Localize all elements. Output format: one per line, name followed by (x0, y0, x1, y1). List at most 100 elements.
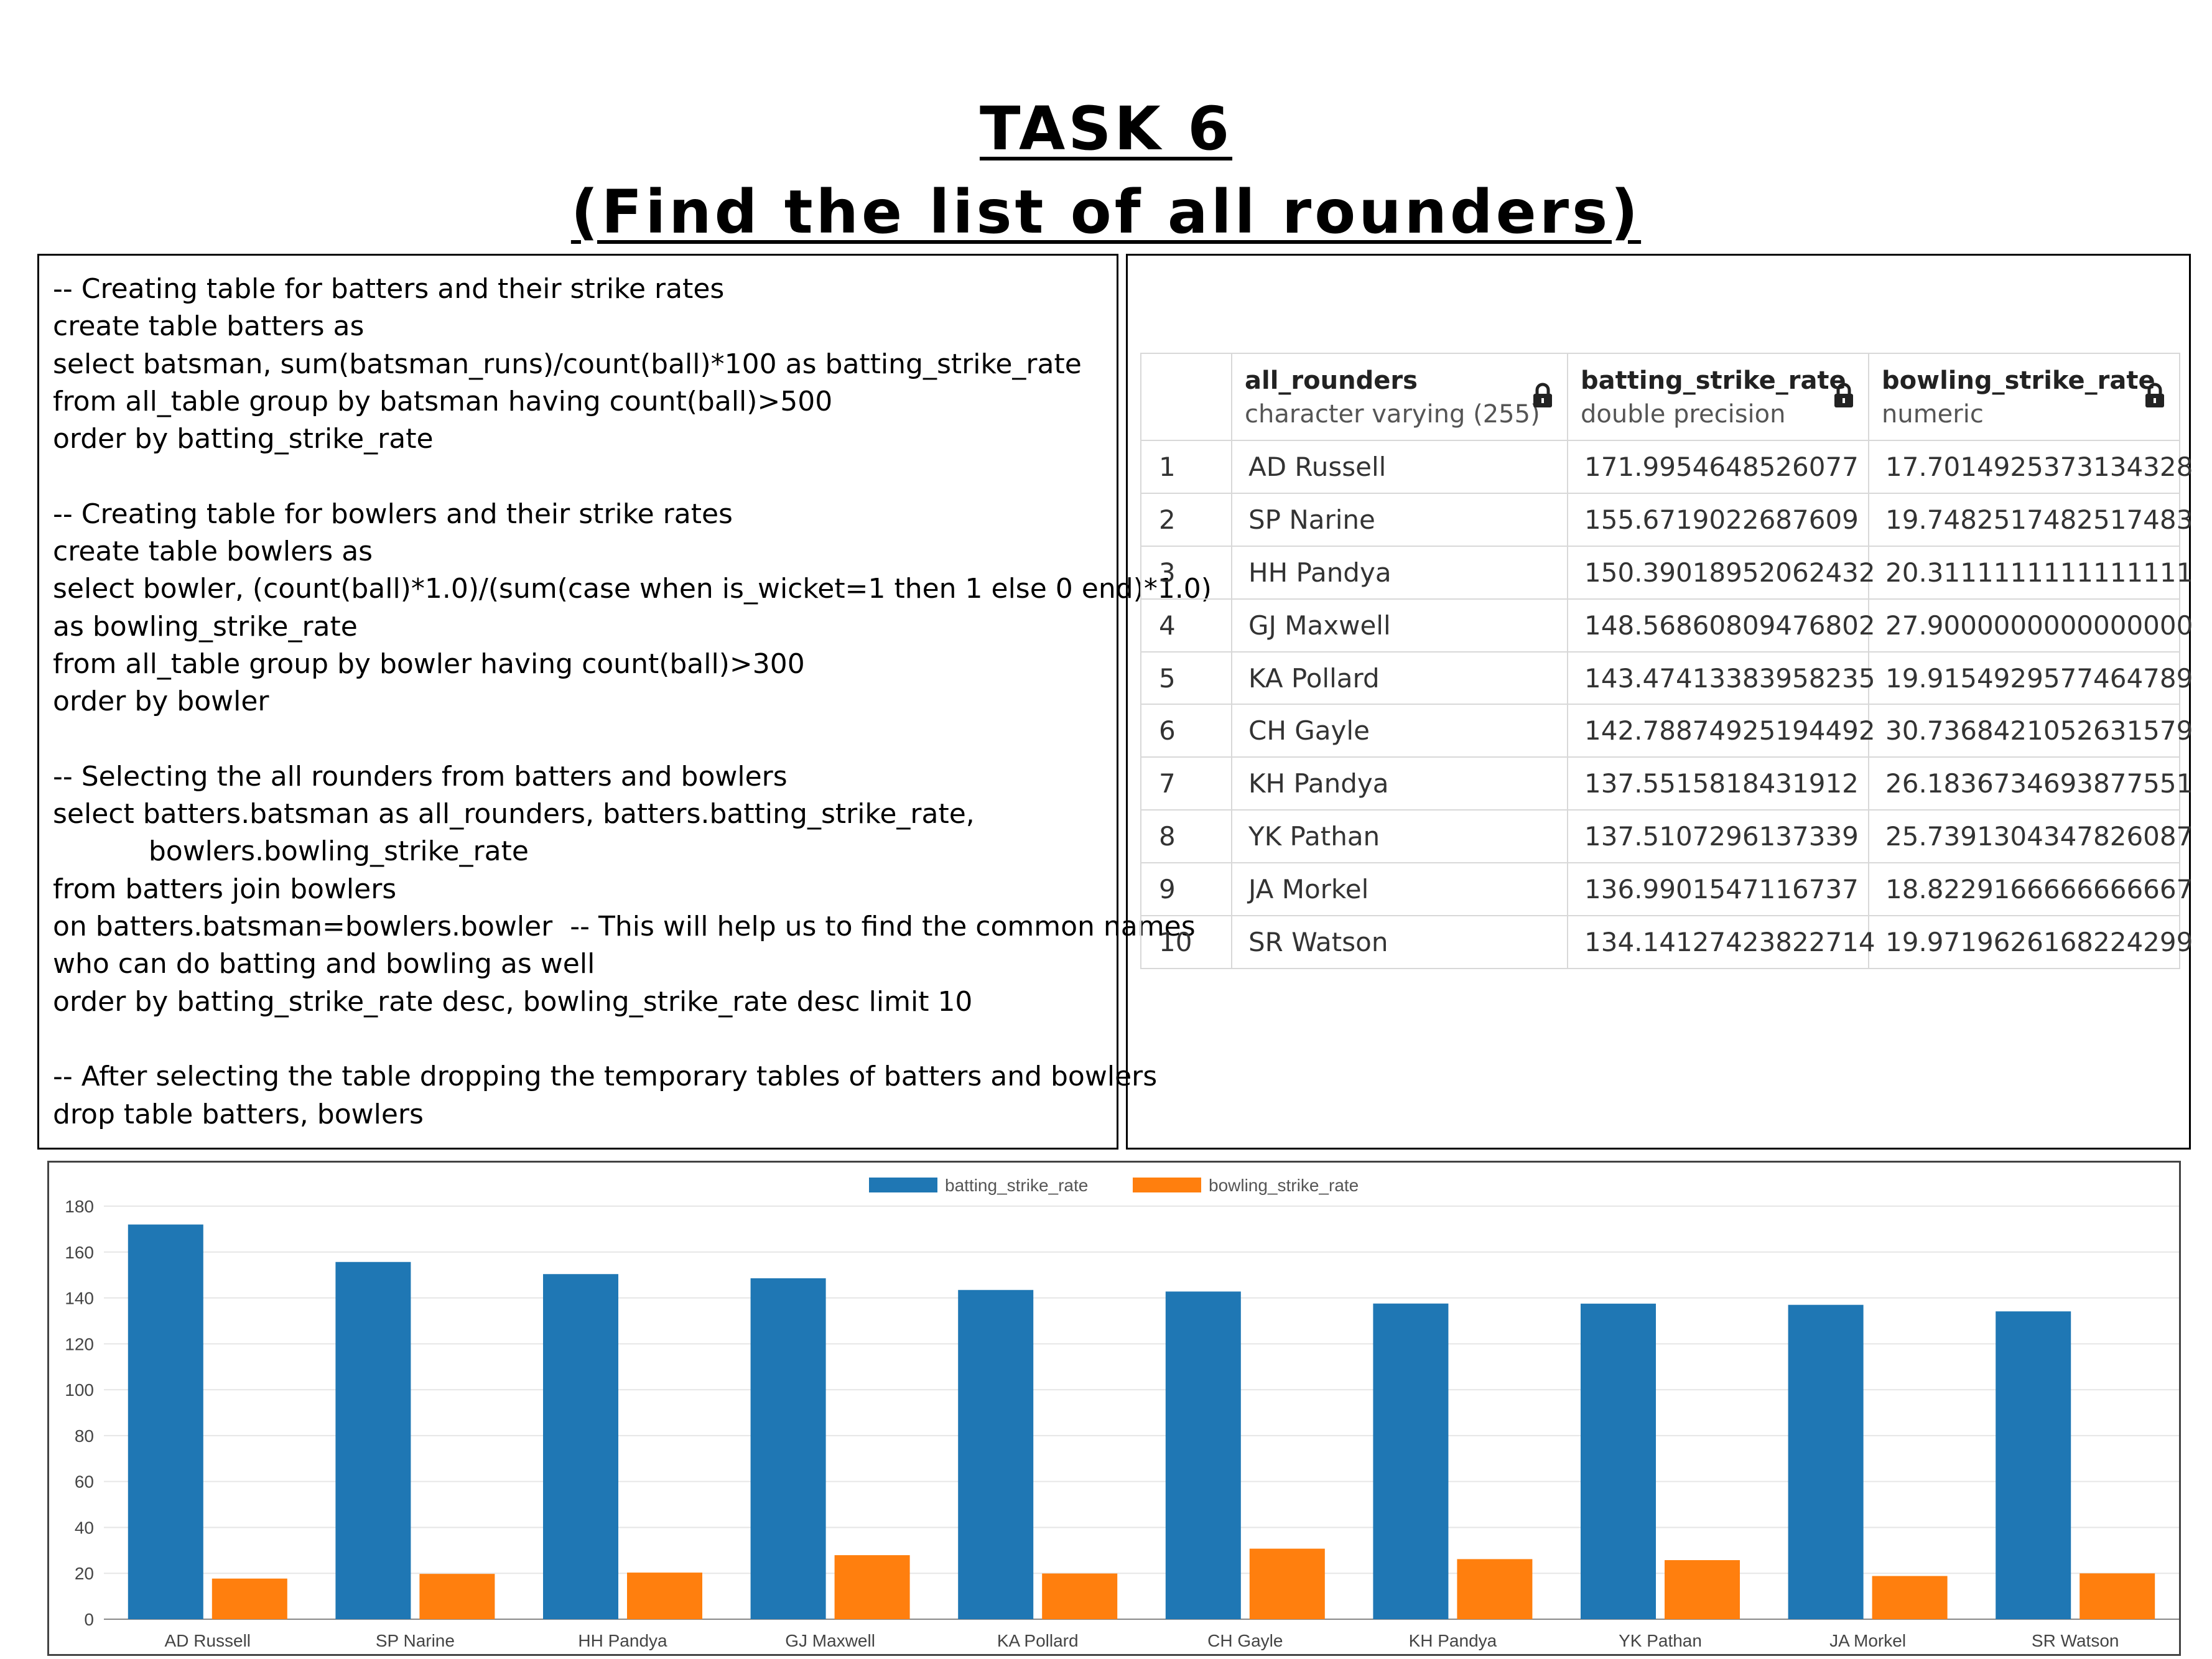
code-line: select batsman, sum(batsman_runs)/count(… (53, 348, 1082, 380)
result-table: all_rounders character varying (255) batti… (1140, 353, 2193, 969)
batting-strike-rate-cell: 137.5515818431912 (1567, 756, 1869, 811)
row-number: 4 (1140, 598, 1232, 653)
lock-icon (1833, 383, 1854, 409)
column-name: all_rounders (1245, 366, 1418, 395)
all-rounder-name: YK Pathan (1231, 809, 1568, 864)
batting-bar-3[interactable] (543, 1274, 618, 1619)
bowling-bar-4[interactable] (834, 1555, 910, 1619)
code-line: from batters join bowlers (53, 873, 397, 905)
batting-strike-rate-cell: 142.78874925194492 (1567, 704, 1875, 758)
code-line: -- Creating table for batters and their … (53, 273, 725, 305)
x-tick-label: HH Pandya (578, 1631, 667, 1650)
batting-bar-6[interactable] (1165, 1291, 1241, 1619)
bowling-bar-2[interactable] (419, 1574, 495, 1619)
code-line: on batters.batsman=bowlers.bowler -- Thi… (53, 911, 1196, 943)
bowling-strike-rate-cell: 20.3111111111111111 (1868, 545, 2193, 600)
batting-bar-8[interactable] (1581, 1303, 1656, 1619)
row-number: 2 (1140, 492, 1232, 547)
column-header[interactable]: all_rounders character varying (255) (1231, 353, 1568, 441)
code-line (53, 1021, 1212, 1058)
x-tick-label: KA Pollard (997, 1631, 1079, 1650)
code-line: select bowler, (count(ball)*1.0)/(sum(ca… (53, 573, 1212, 605)
row-number: 3 (1140, 545, 1232, 600)
column-header[interactable]: batting_strike_rate double precision (1567, 353, 1869, 441)
code-line: as bowling_strike_rate (53, 610, 358, 643)
batting-bar-1[interactable] (128, 1224, 203, 1619)
bar-chart-panel: 0 20 40 60 80 100 120 140 160 180 AD Russell SP Nar… (47, 1161, 2181, 1656)
y-tick-label: 20 (75, 1564, 94, 1583)
x-tick-label: YK Pathan (1619, 1631, 1702, 1650)
lock-icon (2144, 383, 2165, 409)
code-line: create table batters as (53, 310, 365, 343)
table-row[interactable]: 5 KA Pollard 143.47413383958235 19.91549295… (1140, 651, 2193, 705)
query-result-panel: all_rounders character varying (255) batti… (1126, 254, 2193, 1150)
legend-label-2[interactable]: bowling_strike_rate (1209, 1176, 1359, 1195)
all-rounder-name: CH Gayle (1231, 704, 1568, 758)
all-rounder-name: AD Russell (1231, 440, 1568, 494)
all-rounder-name: SP Narine (1231, 492, 1568, 547)
table-row[interactable]: 10 SR Watson 134.14127423822714 19.97196261… (1140, 915, 2193, 969)
x-tick-label: JA Morkel (1829, 1631, 1906, 1650)
batting-strike-rate-cell: 171.9954648526077 (1567, 440, 1869, 494)
batting-bar-9[interactable] (1788, 1304, 1864, 1619)
code-line: from all_table group by bowler having co… (53, 648, 805, 680)
table-row[interactable]: 1 AD Russell 171.9954648526077 17.701492537… (1140, 440, 2193, 494)
table-row[interactable]: 8 YK Pathan 137.5107296137339 25.7391304347… (1140, 809, 2193, 864)
batting-strike-rate-cell: 137.5107296137339 (1567, 809, 1869, 864)
column-type: character varying (255) (1245, 400, 1540, 429)
bowling-strike-rate-cell: 19.9154929577464789 (1868, 651, 2193, 705)
row-number: 6 (1140, 704, 1232, 758)
bowling-strike-rate-cell: 30.7368421052631579 (1868, 704, 2193, 758)
batting-bar-10[interactable] (1996, 1311, 2071, 1619)
bowling-strike-rate-cell: 19.7482517482517483 (1868, 492, 2193, 547)
bowling-strike-rate-cell: 25.7391304347826087 (1868, 809, 2193, 864)
code-line (53, 458, 1212, 495)
batting-bar-7[interactable] (1373, 1303, 1449, 1619)
bowling-bar-1[interactable] (211, 1578, 287, 1619)
bowling-strike-rate-cell: 27.9000000000000000 (1868, 598, 2193, 653)
column-header[interactable]: bowling_strike_rate numeric (1868, 353, 2180, 441)
bowling-bar-3[interactable] (627, 1573, 702, 1619)
legend-swatch-2[interactable] (1133, 1178, 1201, 1192)
table-row[interactable]: 7 KH Pandya 137.5515818431912 26.1836734693… (1140, 756, 2193, 811)
y-tick-label: 180 (65, 1197, 94, 1216)
x-tick-label: SR Watson (2032, 1631, 2119, 1650)
title-line-1: TASK 6 (979, 94, 1233, 164)
code-line: order by bowler (53, 685, 269, 718)
table-row[interactable]: 2 SP Narine 155.6719022687609 19.7482517482… (1140, 492, 2193, 547)
y-tick-label: 40 (75, 1518, 94, 1537)
batting-bar-5[interactable] (958, 1290, 1034, 1619)
x-tick-label: CH Gayle (1207, 1631, 1283, 1650)
table-row[interactable]: 3 HH Pandya 150.39018952062432 20.311111111… (1140, 545, 2193, 600)
x-tick-label: KH Pandya (1409, 1631, 1497, 1650)
legend-label-1[interactable]: batting_strike_rate (945, 1176, 1088, 1195)
column-name: batting_strike_rate (1581, 366, 1846, 395)
legend-swatch-1[interactable] (869, 1178, 937, 1192)
code-line: create table bowlers as (53, 536, 373, 568)
sql-code-panel: -- Creating table for batters and their … (37, 254, 1212, 1150)
y-tick-label: 100 (65, 1380, 94, 1400)
code-line: -- After selecting the table dropping th… (53, 1061, 1158, 1093)
batting-bar-4[interactable] (750, 1278, 826, 1619)
all-rounder-name: KA Pollard (1231, 651, 1568, 705)
lock-icon (1532, 383, 1553, 409)
row-number-header (1140, 353, 1232, 441)
table-row[interactable]: 4 GJ Maxwell 148.56860809476802 27.90000000… (1140, 598, 2193, 653)
code-line: -- Creating table for bowlers and their … (53, 498, 733, 530)
table-row[interactable]: 9 JA Morkel 136.9901547116737 18.8229166666… (1140, 862, 2193, 917)
bowling-bar-6[interactable] (1249, 1548, 1325, 1619)
bowling-bar-8[interactable] (1665, 1560, 1740, 1619)
x-tick-label: AD Russell (165, 1631, 251, 1650)
all-rounder-name: JA Morkel (1231, 862, 1568, 917)
batting-strike-rate-cell: 134.14127423822714 (1567, 915, 1875, 969)
table-row[interactable]: 6 CH Gayle 142.78874925194492 30.7368421052… (1140, 704, 2193, 758)
batting-strike-rate-cell: 143.47413383958235 (1567, 651, 1875, 705)
column-type: numeric (1882, 400, 1984, 429)
batting-strike-rate-cell: 150.39018952062432 (1567, 545, 1875, 600)
bowling-bar-5[interactable] (1042, 1573, 1118, 1619)
code-line: drop table batters, bowlers (53, 1098, 424, 1130)
bowling-bar-10[interactable] (2080, 1573, 2155, 1619)
batting-bar-2[interactable] (335, 1262, 411, 1619)
bowling-bar-9[interactable] (1872, 1576, 1948, 1619)
bowling-bar-7[interactable] (1457, 1559, 1533, 1619)
